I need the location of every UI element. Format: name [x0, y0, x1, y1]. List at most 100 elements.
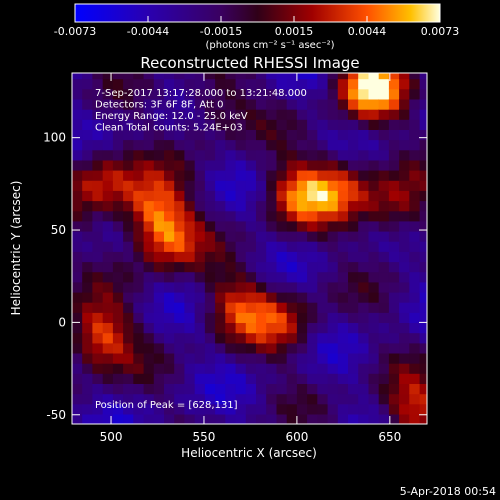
image-pixel [378, 210, 390, 222]
image-pixel [235, 403, 247, 415]
image-pixel [184, 302, 196, 313]
image-pixel [194, 342, 206, 354]
image-pixel [194, 261, 206, 273]
image-pixel [419, 393, 427, 405]
image-pixel [215, 271, 226, 283]
image-pixel [184, 129, 196, 141]
image-pixel [419, 180, 427, 191]
image-pixel [174, 363, 185, 374]
image-pixel [286, 119, 298, 130]
image-pixel [368, 241, 380, 252]
image-pixel [296, 383, 308, 395]
image-pixel [174, 149, 185, 161]
image-pixel [378, 200, 390, 212]
x-axis-label: Heliocentric X (arcsec) [181, 446, 317, 460]
image-pixel [296, 403, 308, 415]
image-pixel [358, 363, 369, 374]
image-pixel [266, 139, 277, 151]
image-pixel [204, 200, 216, 212]
image-pixel [194, 98, 206, 110]
image-pixel [123, 403, 134, 415]
image-pixel [358, 342, 369, 354]
image-pixel [266, 220, 277, 232]
image-pixel [153, 332, 165, 344]
image-pixel [368, 129, 380, 141]
image-pixel [235, 159, 247, 171]
image-pixel [133, 78, 145, 90]
image-pixel [419, 302, 427, 313]
colorbar-tick-label: -0.0073 [54, 25, 96, 38]
image-pixel [133, 271, 145, 283]
image-pixel [102, 413, 114, 424]
image-pixel [358, 78, 369, 90]
image-pixel [256, 200, 267, 212]
image-pixel [123, 88, 134, 100]
image-pixel [419, 352, 427, 364]
image-pixel [348, 363, 359, 374]
image-pixel [123, 190, 134, 202]
image-pixel [307, 78, 318, 90]
image-pixel [388, 281, 400, 293]
image-pixel [92, 139, 104, 151]
image-pixel [419, 119, 427, 130]
image-pixel [399, 210, 410, 222]
image-pixel [133, 281, 145, 293]
image-pixel [112, 241, 124, 252]
image-pixel [409, 393, 421, 405]
image-pixel [123, 393, 134, 405]
image-pixel [123, 271, 134, 283]
image-pixel [235, 373, 247, 384]
image-pixel [102, 373, 114, 384]
image-pixel [225, 129, 237, 141]
image-pixel [245, 251, 257, 263]
image-pixel [235, 210, 247, 222]
image-pixel [225, 230, 237, 242]
image-pixel [348, 200, 359, 212]
image-pixel [215, 403, 226, 415]
image-pixel [296, 322, 308, 334]
image-pixel [399, 149, 410, 161]
image-pixel [112, 373, 124, 384]
image-pixel [225, 363, 237, 374]
image-pixel [307, 271, 318, 283]
image-pixel [102, 109, 114, 120]
image-pixel [409, 200, 421, 212]
image-pixel [123, 251, 134, 263]
image-pixel [194, 200, 206, 212]
image-pixel [245, 73, 257, 80]
image-pixel [215, 332, 226, 344]
image-pixel [317, 119, 329, 130]
image-pixel [164, 220, 175, 232]
image-pixel [102, 180, 114, 191]
image-pixel [133, 403, 145, 415]
axes: 500 550 600 650 -50 0 50 100 [43, 73, 427, 444]
image-pixel [419, 159, 427, 171]
image-pixel [358, 352, 369, 364]
image-pixel [204, 78, 216, 90]
image-pixel [307, 159, 318, 171]
image-pixel [92, 190, 104, 202]
image-pixel [378, 98, 390, 110]
image-pixel [266, 88, 277, 100]
image-pixel [296, 159, 308, 171]
image-pixel [388, 271, 400, 283]
image-pixel [102, 363, 114, 374]
image-pixel [276, 281, 288, 293]
image-pixel [184, 220, 196, 232]
image-pixel [337, 291, 349, 303]
image-pixel [82, 251, 93, 263]
image-pixel [409, 149, 421, 161]
image-pixel [348, 383, 359, 395]
image-pixel [102, 190, 114, 202]
image-pixel [266, 281, 277, 293]
image-pixel [112, 271, 124, 283]
image-pixel [102, 251, 114, 263]
image-pixel [123, 180, 134, 191]
image-pixel [153, 88, 165, 100]
image-pixel [348, 170, 359, 181]
image-pixel [194, 210, 206, 222]
image-pixel [256, 393, 267, 405]
image-pixel [112, 180, 124, 191]
image-pixel [368, 149, 380, 161]
image-pixel [82, 88, 93, 100]
